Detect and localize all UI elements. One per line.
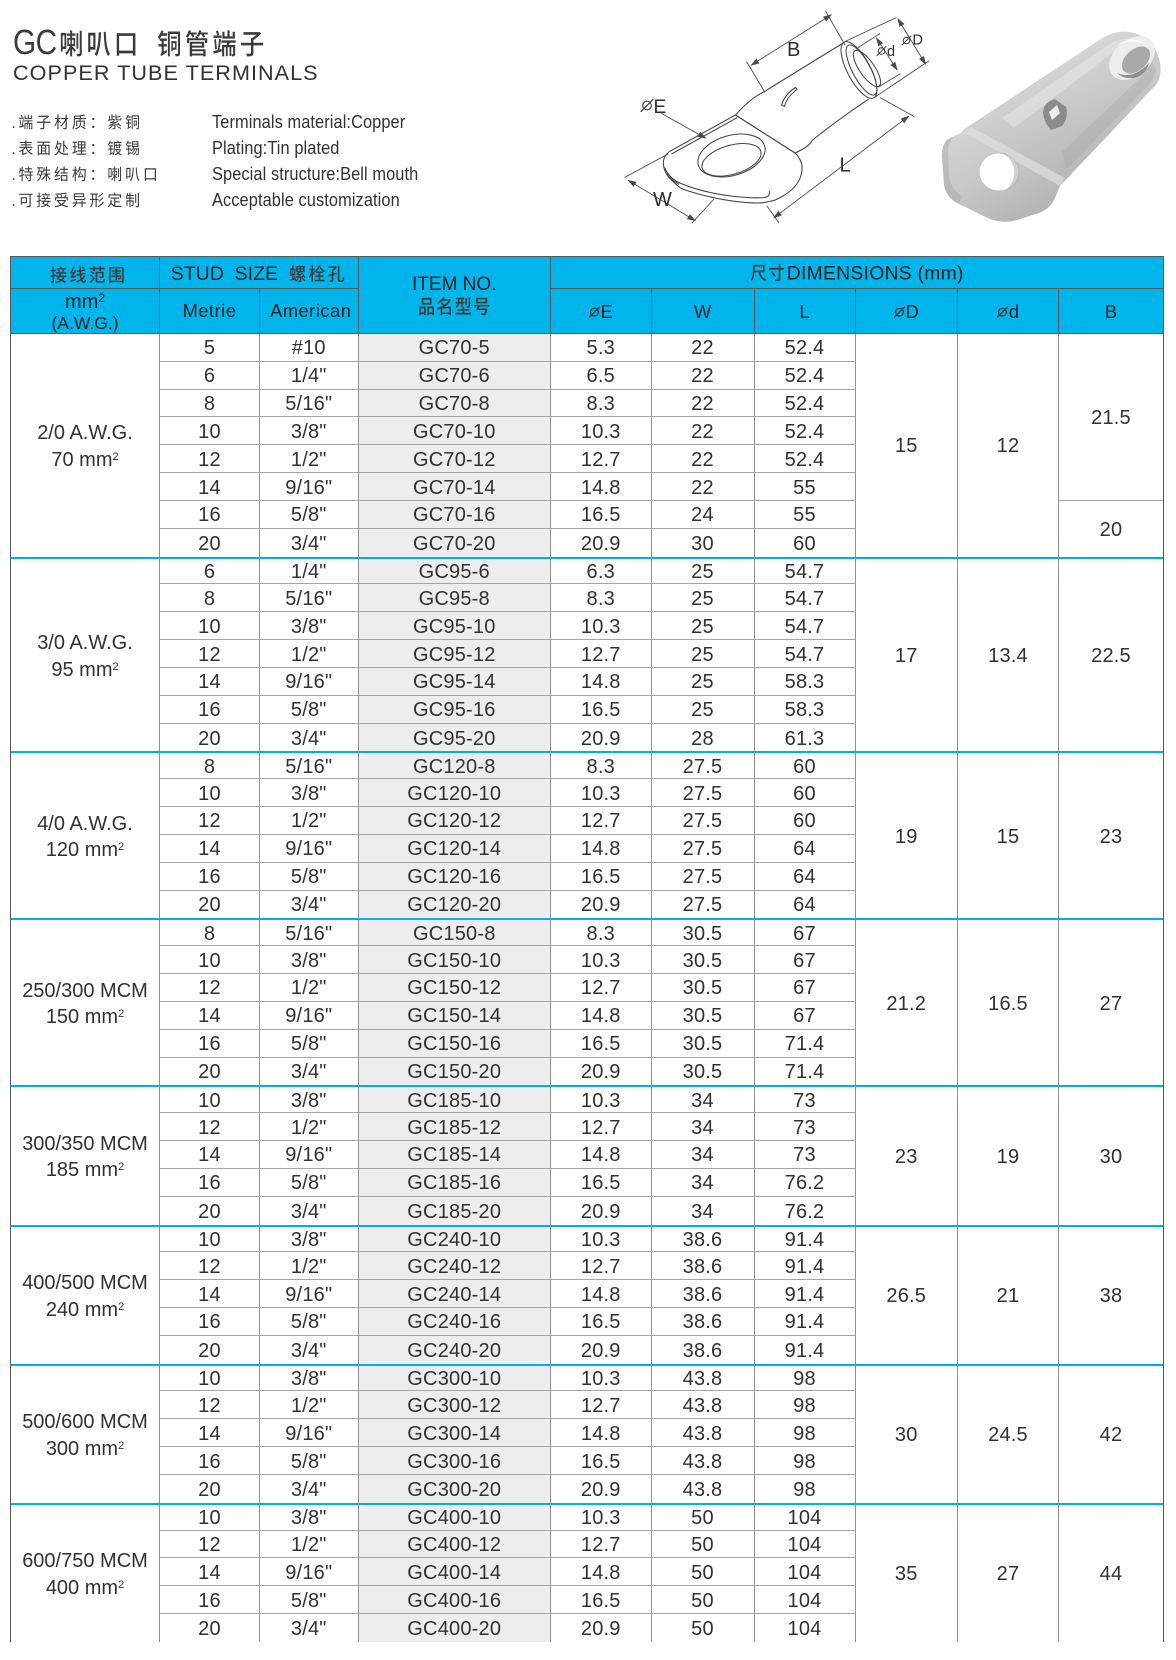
svg-text:B: B: [787, 39, 800, 61]
svg-text:D: D: [913, 33, 923, 49]
svg-text:d: d: [887, 44, 895, 60]
svg-text:W: W: [653, 189, 672, 211]
svg-text:E: E: [654, 97, 667, 118]
svg-text:L: L: [840, 155, 851, 177]
